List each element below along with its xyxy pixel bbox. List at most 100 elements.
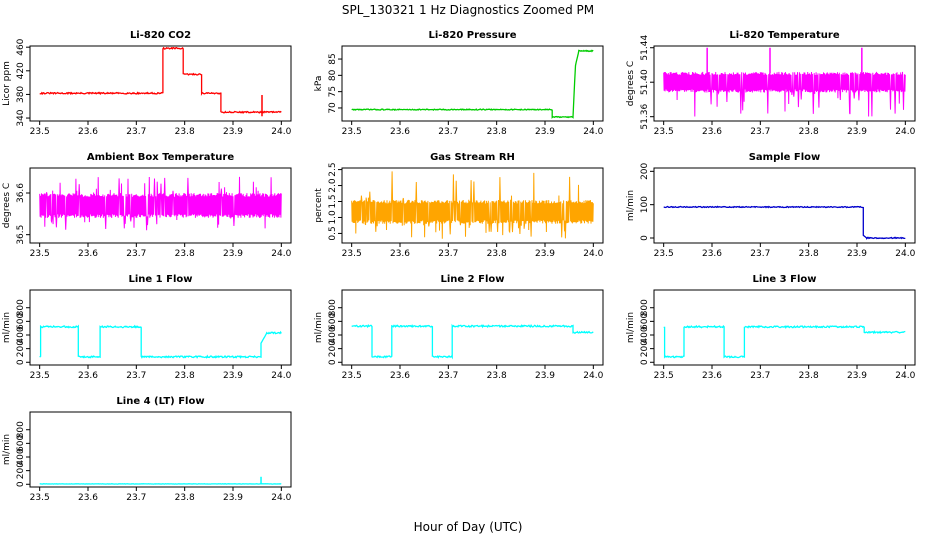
y-tick-label: 600 <box>640 313 650 330</box>
panel-title: Line 4 (LT) Flow <box>116 396 204 407</box>
x-tick-label: 23.9 <box>223 371 243 381</box>
y-tick-label: 400 <box>328 326 338 343</box>
plot-area <box>39 176 282 231</box>
y-tick-label: 51.40 <box>640 69 650 95</box>
y-tick-label: 70 <box>328 102 338 114</box>
y-tick-label: 200 <box>640 162 650 179</box>
y-tick-label: 36.5 <box>16 225 26 245</box>
x-tick-label: 23.5 <box>654 127 674 137</box>
panel-4: Gas Stream RH percent 23.5 23.6 23.7 23.8 23.9… <box>314 152 604 259</box>
y-tick-label: 800 <box>16 299 26 316</box>
panel-0: Li-820 CO2 Licor ppm 23.5 23.6 23.7 23.8 23.9 2… <box>2 30 292 137</box>
x-tick-label: 23.9 <box>847 371 867 381</box>
x-tick-label: 23.9 <box>535 249 555 259</box>
panel-title: Line 1 Flow <box>129 274 193 285</box>
y-axis-label: ml/min <box>314 312 324 343</box>
y-tick-label: 0 <box>16 481 26 487</box>
y-tick-label: 200 <box>328 340 338 357</box>
panel-title: Li-820 CO2 <box>130 30 191 41</box>
plot-frame <box>29 167 292 244</box>
y-tick-label: 200 <box>16 340 26 357</box>
y-tick-label: 420 <box>16 62 26 79</box>
x-tick-label: 23.5 <box>342 249 362 259</box>
x-tick-label: 23.8 <box>799 127 819 137</box>
panel-1: Li-820 Pressure kPa 23.5 23.6 23.7 23.8 23.9 24… <box>314 30 604 137</box>
x-tick-label: 24.0 <box>271 371 291 381</box>
series-line-0 <box>39 324 282 359</box>
x-tick-label: 23.5 <box>654 371 674 381</box>
y-tick-label: 51.44 <box>640 35 650 61</box>
y-tick-label: 85 <box>328 53 338 64</box>
x-tick-label: 23.6 <box>390 127 410 137</box>
x-tick-label: 24.0 <box>271 493 291 503</box>
x-tick-label: 23.6 <box>78 493 98 503</box>
x-tick-label: 23.6 <box>702 127 722 137</box>
x-tick-label: 23.7 <box>126 249 146 259</box>
plot-area <box>351 171 594 239</box>
panels-group: Li-820 CO2 Licor ppm 23.5 23.6 23.7 23.8 23.9 2… <box>2 30 916 503</box>
x-tick-label: 23.8 <box>799 249 819 259</box>
panel-5: Sample Flow ml/min 23.5 23.6 23.7 23.8 23.9 24.… <box>626 152 916 259</box>
y-tick-label: 2.0 <box>328 178 338 193</box>
y-tick-label: 2.5 <box>328 162 338 176</box>
x-tick-label: 23.5 <box>30 249 50 259</box>
x-tick-label: 23.7 <box>438 249 458 259</box>
x-tick-label: 23.5 <box>30 493 50 503</box>
x-tick-label: 24.0 <box>271 127 291 137</box>
y-tick-label: 0.5 <box>328 226 338 240</box>
series-band <box>39 176 282 231</box>
y-tick-label: 200 <box>640 340 650 357</box>
plot-frame <box>341 289 604 366</box>
plot-area <box>351 49 594 119</box>
y-tick-label: 200 <box>16 462 26 479</box>
y-tick-label: 600 <box>328 313 338 330</box>
y-axis-label: percent <box>314 188 324 223</box>
y-axis-label: ml/min <box>2 312 12 343</box>
x-tick-label: 23.9 <box>223 127 243 137</box>
x-tick-label: 23.6 <box>390 371 410 381</box>
y-axis-label: ml/min <box>2 434 12 465</box>
plot-frame <box>341 167 604 244</box>
panel-title: Li-820 Temperature <box>729 30 839 41</box>
panel-7: Line 2 Flow ml/min 23.5 23.6 23.7 23.8 23.9 24.… <box>314 274 604 381</box>
x-tick-label: 23.8 <box>175 127 195 137</box>
y-axis-label: ml/min <box>626 312 636 343</box>
x-tick-label: 23.9 <box>847 249 867 259</box>
panel-title: Gas Stream RH <box>430 152 515 163</box>
x-tick-label: 23.5 <box>30 127 50 137</box>
y-axis-label: degrees C <box>626 61 636 106</box>
x-tick-label: 23.7 <box>126 371 146 381</box>
series-line-0 <box>663 205 906 241</box>
y-tick-label: 0 <box>640 235 650 241</box>
x-tick-label: 23.9 <box>535 371 555 381</box>
panel-title: Sample Flow <box>749 152 821 163</box>
panel-2: Li-820 Temperature degrees C 23.5 23.6 23.7 2… <box>626 30 916 137</box>
x-tick-label: 23.8 <box>799 371 819 381</box>
y-tick-label: 340 <box>16 109 26 126</box>
x-tick-label: 23.7 <box>438 371 458 381</box>
y-tick-label: 460 <box>16 38 26 55</box>
x-tick-label: 23.6 <box>78 127 98 137</box>
series-line-0 <box>351 49 594 119</box>
series-band <box>663 71 906 117</box>
series-band <box>351 171 594 239</box>
x-tick-label: 24.0 <box>583 249 603 259</box>
x-tick-label: 23.8 <box>175 493 195 503</box>
figure-title: SPL_130321 1 Hz Diagnostics Zoomed PM <box>342 3 594 17</box>
x-tick-label: 24.0 <box>895 249 915 259</box>
x-tick-label: 23.5 <box>342 371 362 381</box>
plot-area <box>351 323 594 360</box>
x-tick-label: 23.9 <box>535 127 555 137</box>
plot-frame <box>653 289 916 366</box>
x-tick-label: 23.7 <box>438 127 458 137</box>
y-tick-label: 400 <box>16 448 26 465</box>
y-tick-label: 80 <box>328 69 338 81</box>
plot-area <box>663 205 906 241</box>
panel-6: Line 1 Flow ml/min 23.5 23.6 23.7 23.8 23.9 24.… <box>2 274 292 381</box>
plot-area <box>39 324 282 359</box>
x-tick-label: 23.6 <box>702 371 722 381</box>
y-tick-label: 100 <box>640 196 650 213</box>
x-tick-label: 23.7 <box>126 127 146 137</box>
plot-frame <box>653 45 916 122</box>
